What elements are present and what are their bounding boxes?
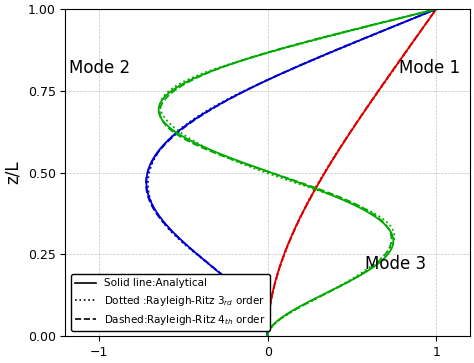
- Text: Mode 1: Mode 1: [399, 59, 460, 77]
- Text: Mode 2: Mode 2: [69, 59, 130, 77]
- Text: Mode 3: Mode 3: [365, 255, 427, 273]
- Legend: Solid line:Analytical, Dotted :Rayleigh-Ritz 3$_{rd}$ order, Dashed:Rayleigh-Rit: Solid line:Analytical, Dotted :Rayleigh-…: [71, 274, 270, 331]
- Y-axis label: z/L: z/L: [4, 161, 22, 184]
